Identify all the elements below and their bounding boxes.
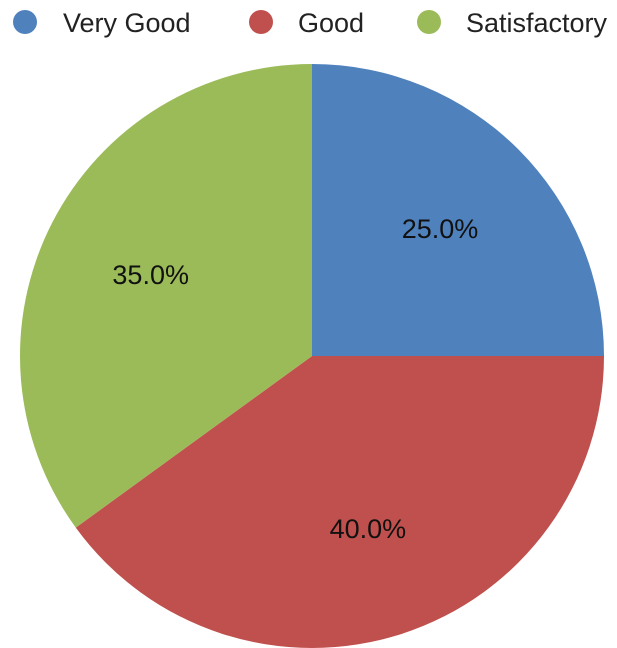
pie-slice-good [75, 356, 604, 648]
legend-marker-good [249, 10, 273, 34]
pie-slice-satisfactory [20, 64, 312, 528]
legend-marker-satisfactory [417, 10, 441, 34]
legend-label-very-good: Very Good [63, 8, 191, 38]
pie-labels: 25.0% 40.0% 35.0% [112, 214, 478, 544]
legend-marker-very-good [13, 10, 37, 34]
legend: Very Good Good Satisfactory [13, 8, 608, 38]
legend-label-good: Good [298, 8, 364, 38]
slice-label-good: 40.0% [330, 514, 407, 544]
legend-label-satisfactory: Satisfactory [466, 8, 608, 38]
slice-label-very-good: 25.0% [402, 214, 479, 244]
pie-slice-very-good [312, 64, 604, 356]
pie-slices [20, 64, 604, 648]
slice-label-satisfactory: 35.0% [112, 260, 189, 290]
